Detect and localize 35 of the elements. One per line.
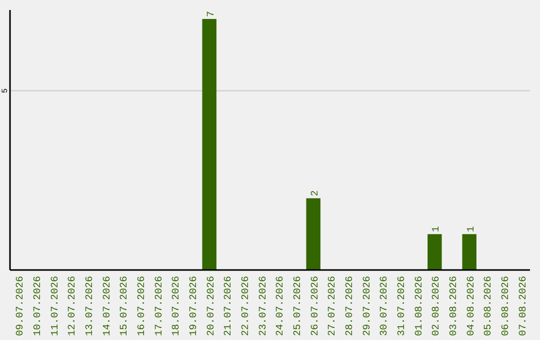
x-tick-label: 12.07.2026	[68, 276, 79, 336]
x-tick-label: 30.07.2026	[380, 276, 391, 336]
x-tick-label: 05.08.2026	[484, 276, 495, 336]
data-label: 1	[466, 226, 478, 232]
x-tick-label: 13.07.2026	[85, 276, 96, 336]
x-tick-label: 26.07.2026	[310, 276, 322, 336]
x-tick-label: 22.07.2026	[241, 276, 252, 336]
x-tick-label: 25.07.2026	[293, 276, 304, 336]
data-label: 7	[206, 10, 218, 17]
data-label: 1	[432, 226, 443, 232]
x-tick-label: 07.08.2026	[518, 276, 530, 336]
x-tick-label: 06.08.2026	[501, 276, 512, 336]
x-tick-label: 17.07.2026	[154, 276, 166, 336]
x-tick-label: 04.08.2026	[466, 276, 478, 336]
x-tick-label: 23.07.2026	[258, 276, 270, 336]
x-tick-label: 14.07.2026	[102, 276, 114, 336]
x-tick-label: 09.07.2026	[16, 276, 27, 336]
x-tick-label: 10.07.2026	[33, 276, 44, 336]
x-tick-label: 18.07.2026	[172, 276, 183, 336]
x-tick-label: 15.07.2026	[120, 276, 131, 336]
x-tick-label: 24.07.2026	[276, 276, 287, 336]
x-tick-label: 02.08.2026	[432, 276, 443, 336]
x-tick-label: 29.07.2026	[362, 276, 374, 336]
x-tick-label: 27.07.2026	[328, 276, 339, 336]
x-tick-label: 19.07.2026	[189, 276, 200, 336]
x-tick-label: 28.07.2026	[345, 276, 356, 336]
data-label: 2	[310, 190, 322, 196]
x-tick-label: 01.08.2026	[414, 276, 426, 336]
x-tick-label: 16.07.2026	[137, 276, 148, 336]
x-tick-label: 11.07.2026	[50, 276, 62, 336]
x-tick-label: 21.07.2026	[224, 276, 235, 336]
x-tick-label: 03.08.2026	[449, 276, 460, 336]
x-tick-label: 31.07.2026	[397, 276, 408, 336]
y-tick-label: 5	[1, 88, 10, 94]
x-tick-label: 20.07.2026	[206, 276, 218, 336]
